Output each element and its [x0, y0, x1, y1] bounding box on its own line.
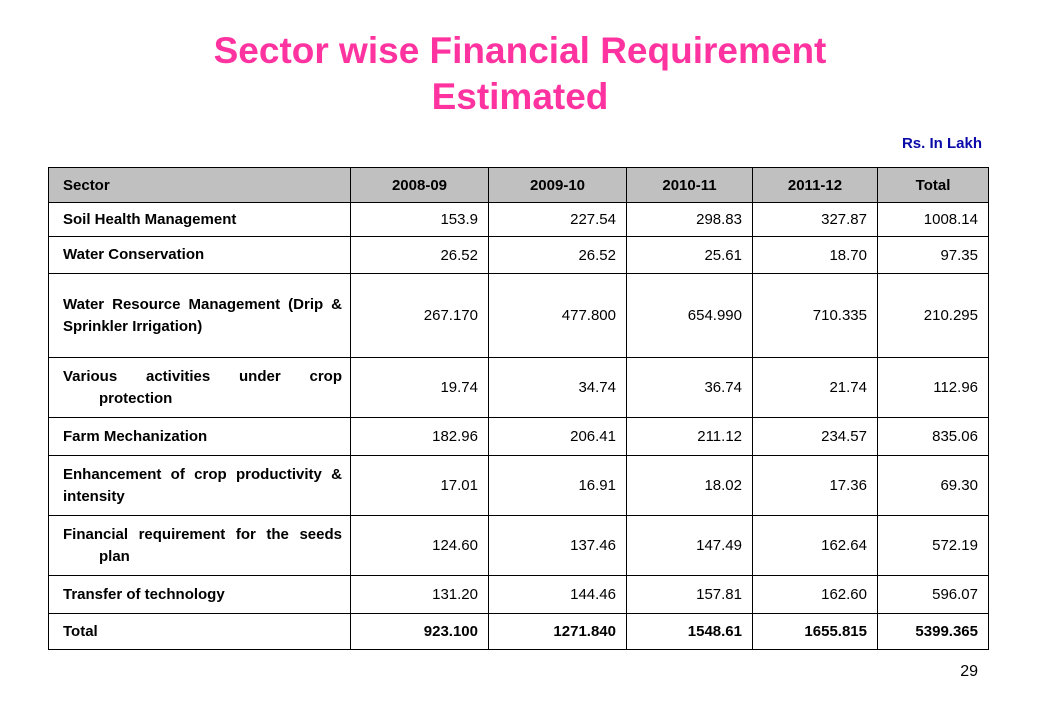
value-cell: 131.20 — [350, 575, 489, 614]
value-cell: 211.12 — [626, 417, 753, 456]
sector-cell: Various activities under crop protection — [48, 357, 351, 418]
value-cell: 267.170 — [350, 273, 489, 358]
column-header-total: Total — [877, 167, 989, 203]
sector-cell: Water Conservation — [48, 236, 351, 274]
value-cell: 17.01 — [350, 455, 489, 516]
slide-title-line-1: Sector wise Financial Requirement — [213, 30, 827, 71]
value-cell: 596.07 — [877, 575, 989, 614]
column-header-2011-12: 2011-12 — [752, 167, 878, 203]
financial-requirement-table: Sector 2008-09 2009-10 2010-11 2011-12 T… — [48, 167, 989, 650]
value-cell: 16.91 — [488, 455, 627, 516]
value-cell: 137.46 — [488, 515, 627, 576]
column-header-2010-11: 2010-11 — [626, 167, 753, 203]
value-cell: 654.990 — [626, 273, 753, 358]
value-cell: 153.9 — [350, 202, 489, 237]
sector-cell: Financial requirement for the seeds plan — [48, 515, 351, 576]
value-cell: 19.74 — [350, 357, 489, 418]
value-cell: 25.61 — [626, 236, 753, 274]
value-cell: 36.74 — [626, 357, 753, 418]
table-row: Farm Mechanization 182.96 206.41 211.12 … — [48, 417, 989, 456]
total-value-cell: 1655.815 — [752, 613, 878, 650]
value-cell: 17.36 — [752, 455, 878, 516]
value-cell: 69.30 — [877, 455, 989, 516]
value-cell: 147.49 — [626, 515, 753, 576]
total-label-cell: Total — [48, 613, 351, 650]
sector-cell: Farm Mechanization — [48, 417, 351, 456]
slide-title: Sector wise Financial Requirement Estima… — [0, 28, 1040, 120]
table-row: Financial requirement for the seeds plan… — [48, 515, 989, 576]
value-cell: 97.35 — [877, 236, 989, 274]
value-cell: 710.335 — [752, 273, 878, 358]
table-total-row: Total 923.100 1271.840 1548.61 1655.815 … — [48, 613, 989, 650]
value-cell: 112.96 — [877, 357, 989, 418]
column-header-sector: Sector — [48, 167, 351, 203]
page-number: 29 — [960, 663, 978, 680]
column-header-2009-10: 2009-10 — [488, 167, 627, 203]
value-cell: 18.70 — [752, 236, 878, 274]
table-row: Enhancement of crop productivity & inten… — [48, 455, 989, 516]
value-cell: 18.02 — [626, 455, 753, 516]
value-cell: 298.83 — [626, 202, 753, 237]
value-cell: 124.60 — [350, 515, 489, 576]
total-value-cell: 1548.61 — [626, 613, 753, 650]
value-cell: 210.295 — [877, 273, 989, 358]
value-cell: 144.46 — [488, 575, 627, 614]
value-cell: 477.800 — [488, 273, 627, 358]
value-cell: 26.52 — [350, 236, 489, 274]
sector-cell: Soil Health Management — [48, 202, 351, 237]
value-cell: 26.52 — [488, 236, 627, 274]
total-value-cell: 5399.365 — [877, 613, 989, 650]
table-row: Various activities under crop protection… — [48, 357, 989, 418]
table-row: Water Conservation 26.52 26.52 25.61 18.… — [48, 236, 989, 274]
value-cell: 34.74 — [488, 357, 627, 418]
slide-title-line-2: Estimated — [431, 76, 609, 117]
units-label: Rs. In Lakh — [901, 135, 982, 152]
sector-cell: Enhancement of crop productivity & inten… — [48, 455, 351, 516]
value-cell: 1008.14 — [877, 202, 989, 237]
value-cell: 327.87 — [752, 202, 878, 237]
value-cell: 227.54 — [488, 202, 627, 237]
sector-cell: Transfer of technology — [48, 575, 351, 614]
table-header-row: Sector 2008-09 2009-10 2010-11 2011-12 T… — [48, 167, 989, 203]
value-cell: 162.64 — [752, 515, 878, 576]
sector-cell: Water Resource Management (Drip & Sprink… — [48, 273, 351, 358]
table-row: Transfer of technology 131.20 144.46 157… — [48, 575, 989, 614]
table-row: Water Resource Management (Drip & Sprink… — [48, 273, 989, 358]
value-cell: 21.74 — [752, 357, 878, 418]
value-cell: 572.19 — [877, 515, 989, 576]
total-value-cell: 1271.840 — [488, 613, 627, 650]
table-row: Soil Health Management 153.9 227.54 298.… — [48, 202, 989, 237]
column-header-2008-09: 2008-09 — [350, 167, 489, 203]
value-cell: 835.06 — [877, 417, 989, 456]
value-cell: 162.60 — [752, 575, 878, 614]
value-cell: 157.81 — [626, 575, 753, 614]
total-value-cell: 923.100 — [350, 613, 489, 650]
value-cell: 206.41 — [488, 417, 627, 456]
value-cell: 234.57 — [752, 417, 878, 456]
value-cell: 182.96 — [350, 417, 489, 456]
